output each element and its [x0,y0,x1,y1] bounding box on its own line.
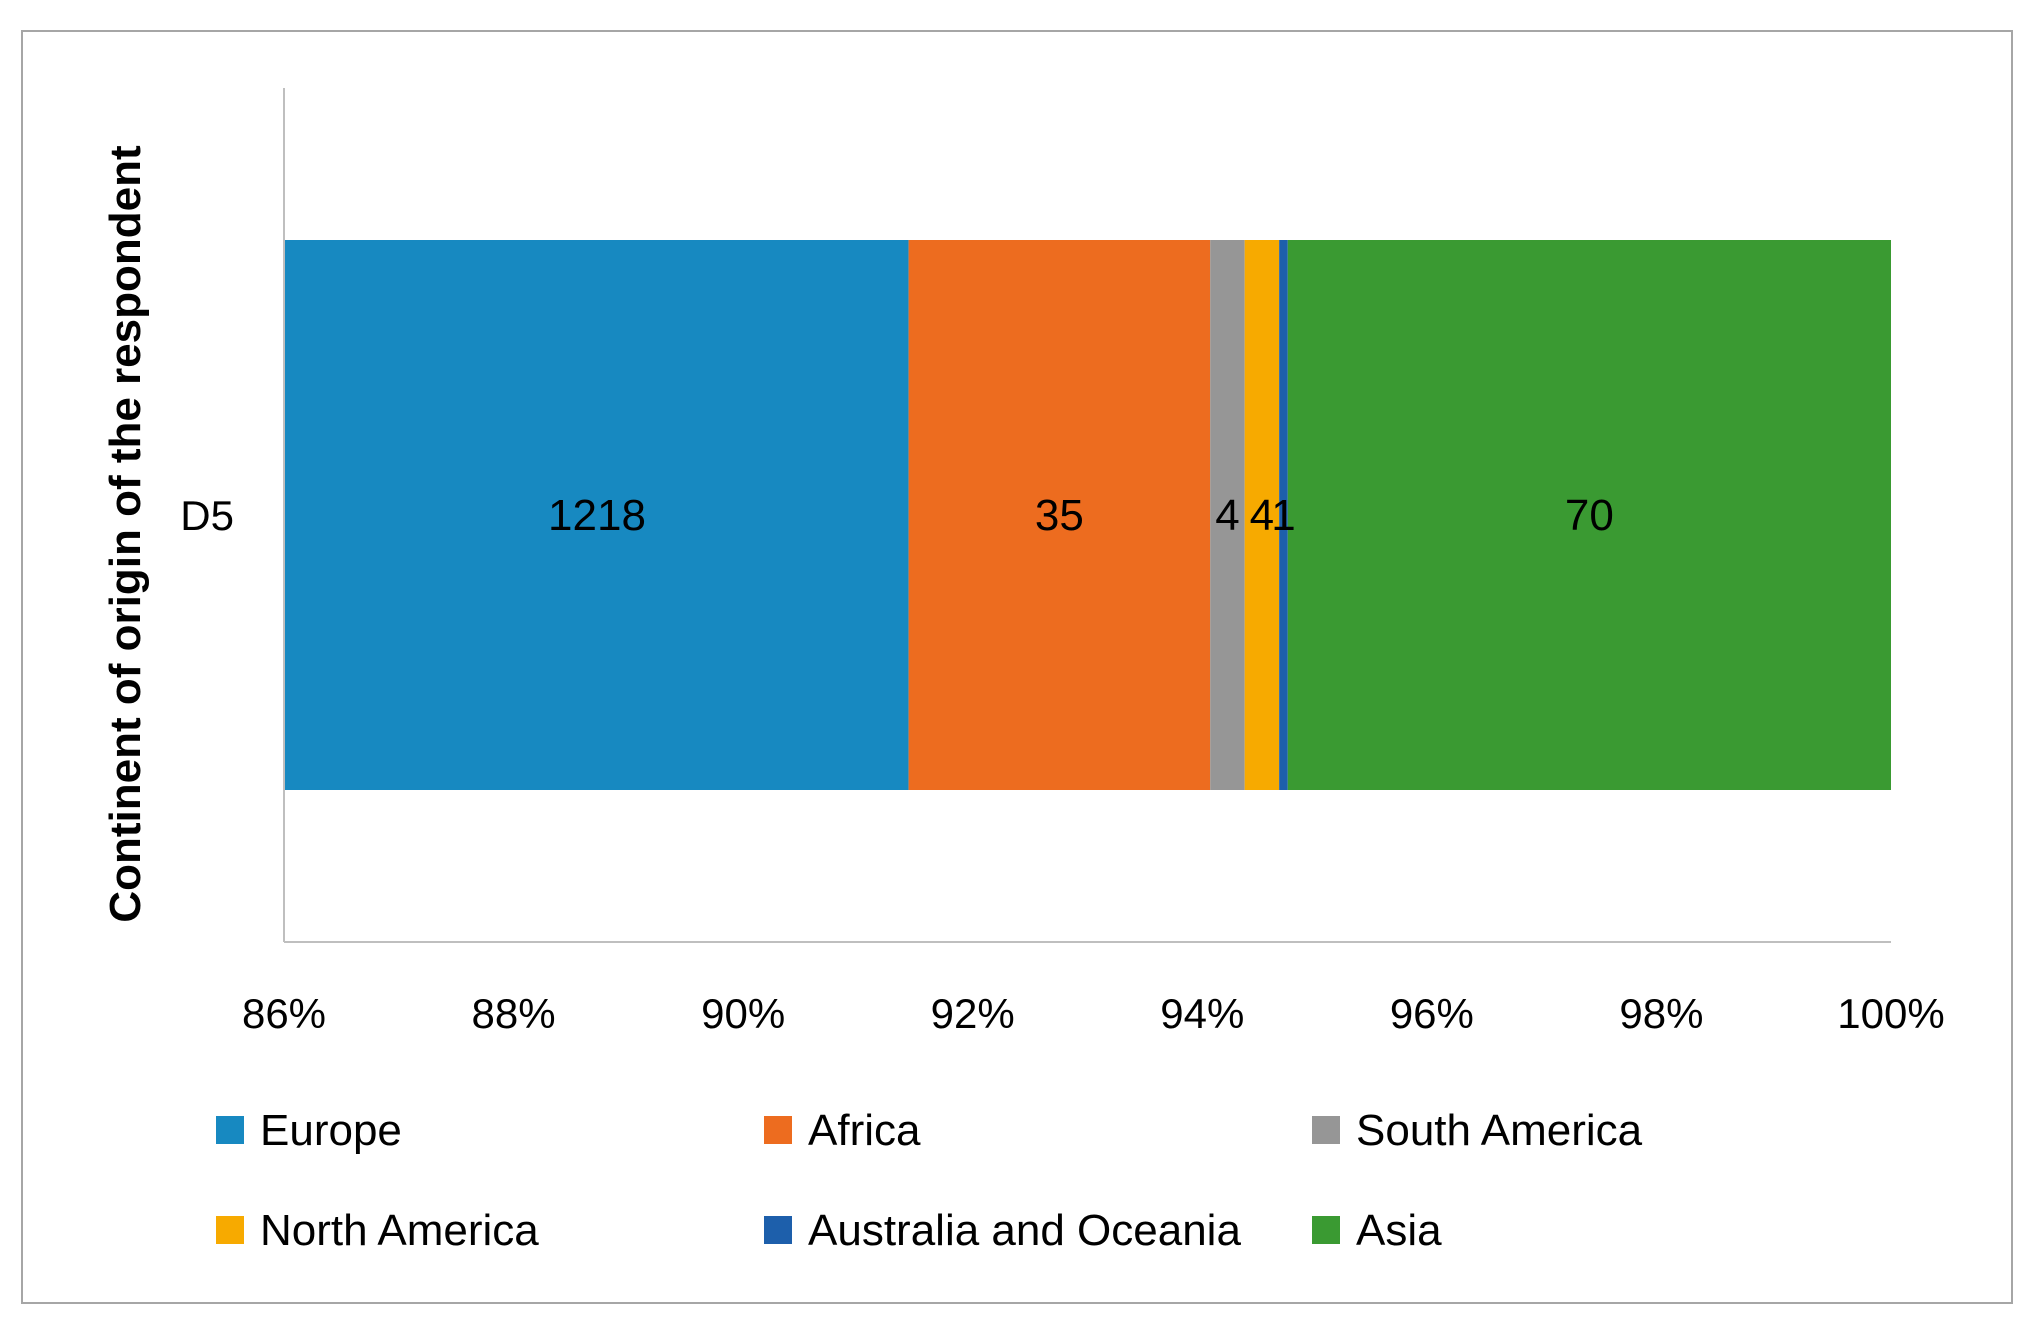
bar-segment-asia [1287,240,1891,790]
legend-item-africa: Africa [764,1106,921,1155]
bar-segment-australia-and-oceania [1279,240,1288,790]
legend-label: Australia and Oceania [808,1206,1241,1255]
legend-label: Africa [808,1106,921,1155]
bar-segment-south-america [1210,240,1245,790]
legend-swatch [764,1116,792,1144]
data-label-europe: 1218 [548,491,646,540]
legend-label: South America [1356,1106,1643,1155]
data-label-africa: 35 [1035,491,1084,540]
category-label: D5 [180,492,234,539]
x-tick-label: 92% [931,990,1015,1037]
legend-item-south-america: South America [1312,1106,1643,1155]
x-tick-label: 100% [1837,990,1944,1037]
x-tick-label: 88% [472,990,556,1037]
x-tick-label: 96% [1390,990,1474,1037]
data-label-asia: 70 [1565,491,1614,540]
data-label-south-america: 4 [1215,491,1239,540]
bar-segment-africa [908,240,1211,790]
legend-swatch [1312,1216,1340,1244]
legend-item-australia-and-oceania: Australia and Oceania [764,1206,1241,1255]
legend-item-north-america: North America [216,1206,539,1255]
bar-segment-north-america [1244,240,1280,790]
bar-segment-europe [284,240,909,790]
legend-item-asia: Asia [1312,1206,1442,1255]
legend-swatch [216,1216,244,1244]
category-labels: D5 [180,492,234,539]
x-tick-label: 98% [1619,990,1703,1037]
data-label-north-america: 4 [1250,491,1274,540]
x-tick-label: 90% [701,990,785,1037]
legend: Europe Africa South America North America Au… [216,1106,1643,1255]
bar-segments [284,240,1891,790]
legend-swatch [764,1216,792,1244]
legend-label: Asia [1356,1206,1442,1255]
x-axis-ticks: 86% 88% 90% 92% 94% 96% 98% 100% [242,990,1945,1037]
legend-swatch [216,1116,244,1144]
legend-label: Europe [260,1106,402,1155]
y-axis-title: Continent of origin of the respondent [101,145,150,923]
legend-swatch [1312,1116,1340,1144]
data-labels: 1218 35 4 41 70 [548,491,1614,540]
legend-label: North America [260,1206,539,1255]
legend-item-europe: Europe [216,1106,402,1155]
data-label-australia-and-oceania: 1 [1271,491,1295,540]
x-tick-label: 86% [242,990,326,1037]
x-tick-label: 94% [1160,990,1244,1037]
